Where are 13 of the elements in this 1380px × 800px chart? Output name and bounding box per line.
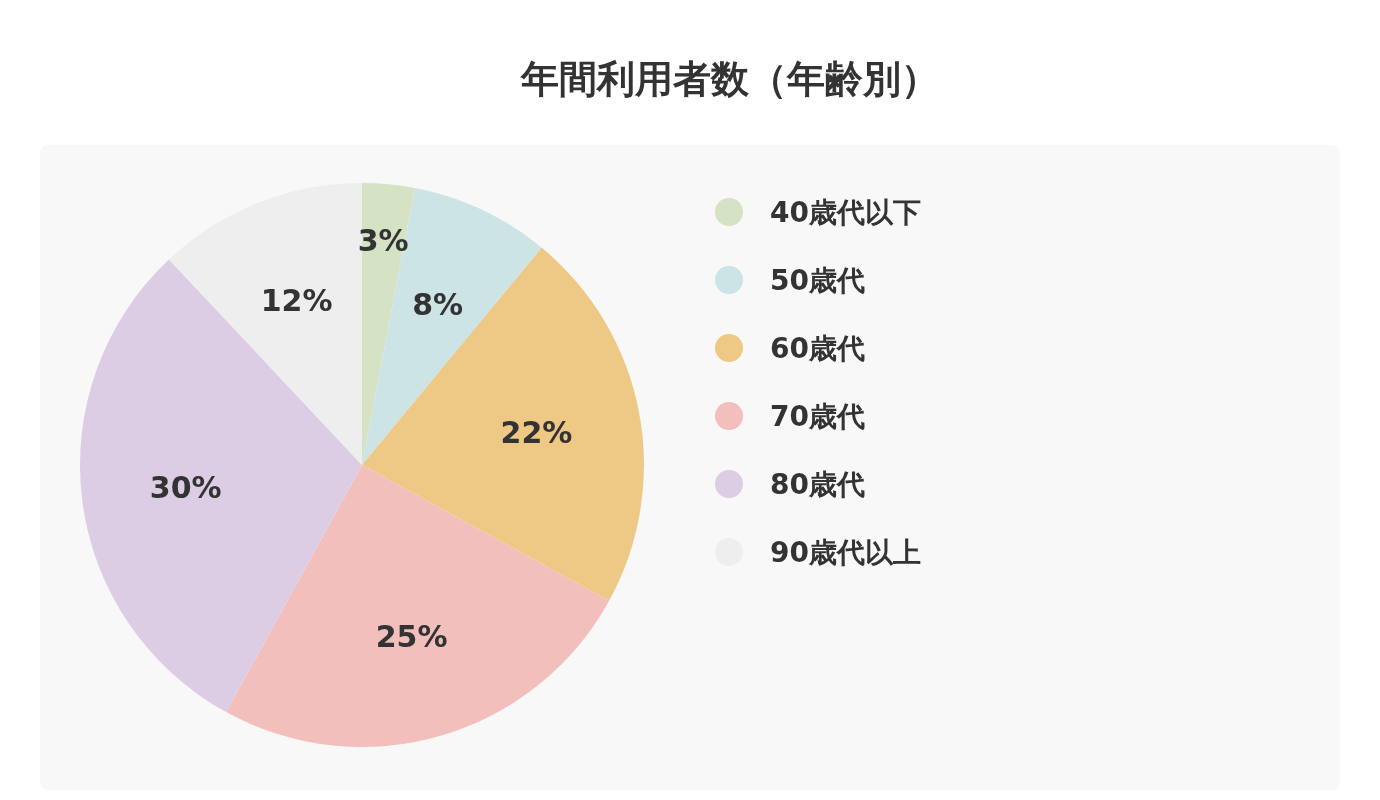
- legend-label: 40歳代以下: [770, 196, 921, 229]
- data-label: 22%: [500, 414, 573, 450]
- chart-title: 年間利用者数（年齢別）: [520, 57, 939, 101]
- legend-label: 50歳代: [770, 264, 865, 297]
- data-label: 3%: [357, 223, 409, 259]
- data-label: 12%: [260, 282, 333, 318]
- data-label: 8%: [412, 287, 464, 323]
- data-label: 25%: [375, 618, 448, 654]
- legend-label: 90歳代以上: [770, 536, 921, 569]
- legend-label: 80歳代: [770, 468, 865, 501]
- data-label: 30%: [149, 470, 222, 506]
- legend-label: 60歳代: [770, 332, 865, 365]
- legend-label: 70歳代: [770, 400, 865, 433]
